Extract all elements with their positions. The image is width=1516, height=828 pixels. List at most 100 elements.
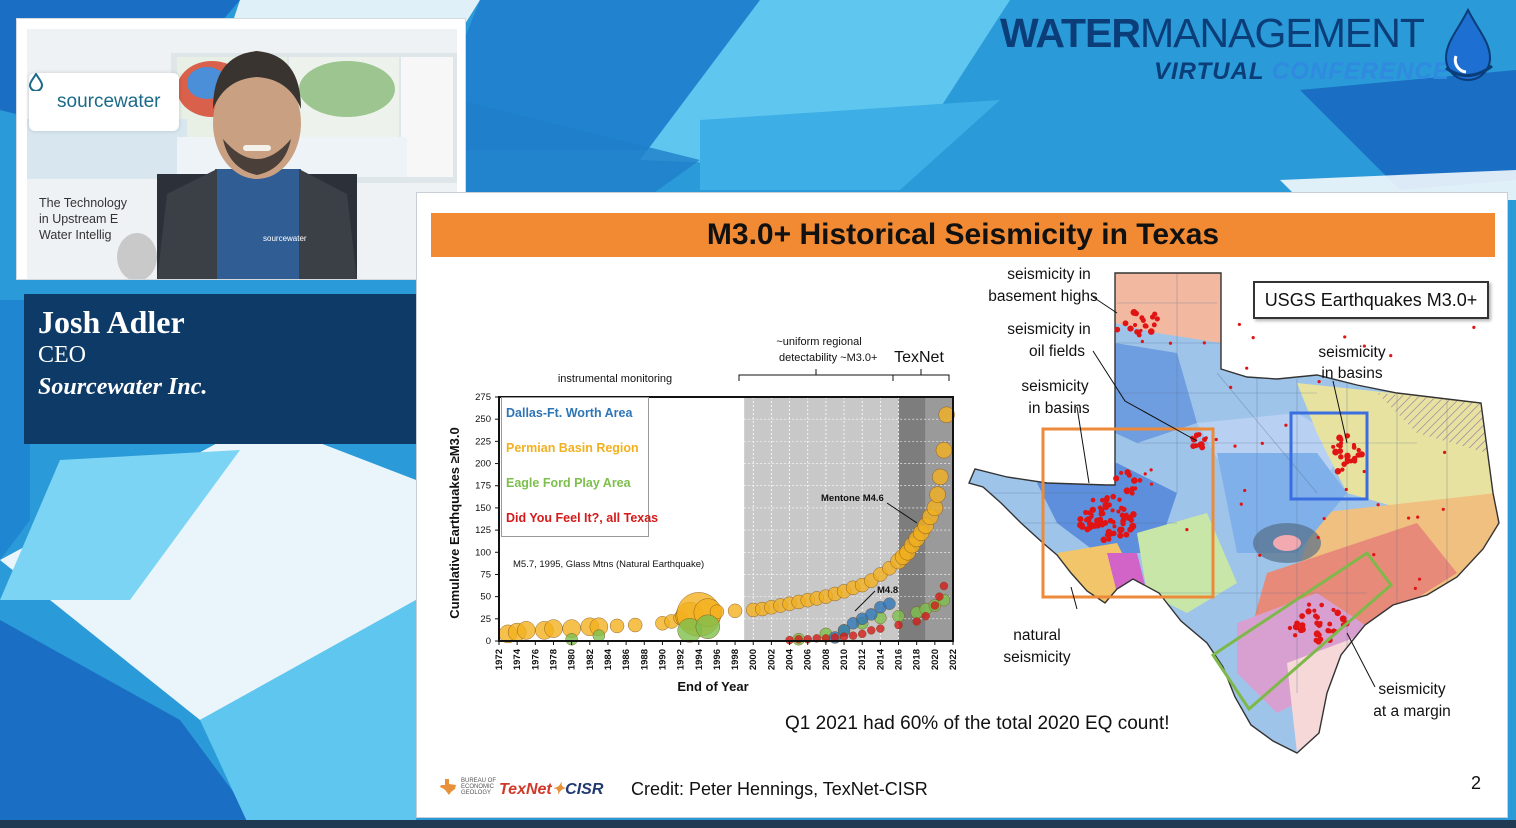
x-tick-label: 1980 <box>567 649 578 670</box>
conference-title-bold: WATER <box>1000 10 1141 56</box>
earthquake-dot <box>1442 450 1447 454</box>
earthquake-dot <box>1102 501 1110 509</box>
earthquake-dot <box>1339 615 1347 623</box>
label-oil-fields-1: seismicity in <box>1007 321 1091 338</box>
earthquake-dot <box>1416 515 1420 519</box>
earthquake-dot <box>1237 322 1241 327</box>
period-label-uniform-2: detectability ~M3.0+ <box>779 352 877 364</box>
chart-point <box>695 614 721 640</box>
x-tick-label: 2000 <box>748 649 759 670</box>
earthquake-dot <box>1344 452 1351 460</box>
earthquake-dot <box>1126 472 1132 478</box>
chart-point <box>894 620 903 630</box>
y-tick-label: 150 <box>475 503 491 514</box>
earthquake-dot <box>1129 486 1136 492</box>
region-box-east-basins <box>1289 411 1369 501</box>
earthquake-dot <box>1331 607 1336 612</box>
speaker-role: CEO <box>38 342 86 368</box>
chart-point <box>727 603 743 619</box>
slide-credit: Credit: Peter Hennings, TexNet-CISR <box>631 779 928 799</box>
conference-subtitle-b: CONFERENCE <box>1271 58 1450 85</box>
earthquake-dot <box>1113 475 1120 482</box>
usgs-label-box: USGS Earthquakes M3.0+ <box>1253 281 1489 319</box>
q1-note: Q1 2021 had 60% of the total 2020 EQ cou… <box>785 713 1170 734</box>
earthquake-dot <box>1233 444 1237 448</box>
texas-seismicity-map: seismicity in basement highs seismicity … <box>968 266 1500 754</box>
legend-item-permian: Permian Basin Region <box>506 441 639 455</box>
earthquake-dot <box>1099 507 1105 513</box>
earthquake-dot <box>1112 524 1117 529</box>
region-box-permian <box>1041 427 1215 599</box>
earthquake-dot <box>1110 508 1115 513</box>
x-tick-label: 1984 <box>603 648 614 670</box>
beg-logo-line: ECONOMIC <box>461 784 494 790</box>
annotation-glass-mtns: M5.7, 1995, Glass Mtns (Natural Earthqua… <box>513 559 704 570</box>
tagline-line: The Technology <box>39 196 128 210</box>
earthquake-dot <box>1239 502 1243 506</box>
earthquake-dot <box>1089 506 1096 513</box>
earthquake-dot <box>1334 468 1342 475</box>
earthquake-dot <box>1358 451 1365 458</box>
label-basins-east-1: seismicity <box>1318 344 1385 361</box>
earthquake-dot <box>1144 324 1149 329</box>
earthquake-dot <box>1117 532 1124 539</box>
presentation-slide: M3.0+ Historical Seismicity in Texas 0 25… <box>416 192 1508 818</box>
earthquake-dot <box>1105 528 1113 536</box>
earthquake-dot <box>1245 366 1249 370</box>
slide-title-bar: M3.0+ Historical Seismicity in Texas <box>431 213 1495 257</box>
chart-point <box>883 597 896 610</box>
sourcewater-logo: sourcewater <box>29 73 179 131</box>
chart-point <box>865 608 878 621</box>
chart-y-axis-label: Cumulative Earthquakes ≥M3.0 <box>447 427 462 618</box>
earthquake-dot <box>1319 602 1324 608</box>
earthquake-dot <box>1127 325 1134 332</box>
tagline-line: in Upstream E <box>39 212 119 226</box>
x-tick-label: 1982 <box>585 649 596 670</box>
annotation-leaders <box>1070 296 1376 688</box>
y-tick-label: 0 <box>486 636 491 647</box>
x-tick-label: 2014 <box>875 648 886 670</box>
x-tick-label: 2002 <box>766 649 777 670</box>
earthquake-dot <box>1104 495 1110 501</box>
x-tick-label: 1996 <box>712 649 723 670</box>
earthquake-dot <box>1129 490 1135 496</box>
earthquake-dot <box>1137 478 1143 483</box>
earthquake-dot <box>1331 444 1336 449</box>
chart-point <box>921 611 930 621</box>
sourcewater-logo-text: sourcewater <box>57 91 161 112</box>
earthquake-dot <box>1297 626 1305 634</box>
earthquake-dot <box>1337 443 1343 449</box>
earthquake-dot <box>1193 432 1200 438</box>
speaker-organization: Sourcewater Inc. <box>38 374 208 400</box>
earthquake-dot <box>1313 630 1321 638</box>
beg-logo-line: BUREAU OF <box>461 778 497 784</box>
earthquake-dot <box>1352 459 1358 464</box>
texnet-cisr-logo: TexNet✦CISR <box>499 779 603 799</box>
earthquake-dot <box>1094 522 1101 529</box>
earthquake-dot <box>1332 448 1340 456</box>
earthquake-dot <box>1119 470 1124 475</box>
earthquake-dot <box>1089 514 1094 519</box>
earthquake-dot <box>1119 526 1125 533</box>
earthquake-dot <box>1372 553 1376 557</box>
earthquake-dot <box>1132 322 1138 328</box>
y-tick-label: 200 <box>475 459 491 470</box>
label-basins-west-2: in basins <box>1028 400 1089 417</box>
chart-point <box>565 633 578 646</box>
chart-point <box>935 442 953 459</box>
star-icon: ✦ <box>551 781 566 798</box>
y-tick-label: 100 <box>475 547 491 558</box>
chart-point <box>932 468 949 486</box>
earthquake-dot <box>1312 608 1317 613</box>
x-tick-label: 1978 <box>548 649 559 670</box>
label-natural-1: natural <box>1013 627 1060 644</box>
earthquake-dot <box>1120 520 1126 527</box>
x-tick-label: 1992 <box>676 649 687 670</box>
x-tick-label: 2020 <box>930 649 941 670</box>
slide-title: M3.0+ Historical Seismicity in Texas <box>706 218 1220 251</box>
chart-points <box>498 406 955 646</box>
earthquake-dot <box>1143 472 1147 476</box>
annotation-mentone: Mentone M4.6 <box>821 493 884 504</box>
earthquake-dot <box>1086 524 1094 531</box>
earthquake-dot <box>1316 535 1320 540</box>
